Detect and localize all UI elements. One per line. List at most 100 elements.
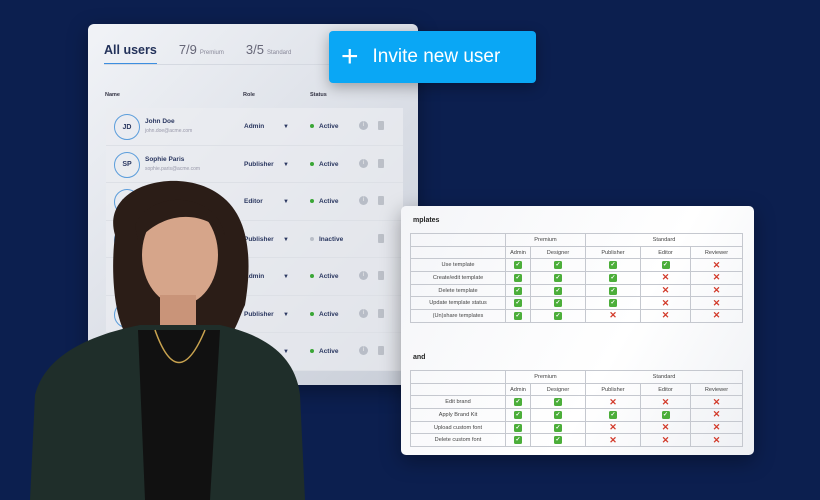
cross-icon: ✕	[712, 310, 721, 321]
role-header: Reviewer	[690, 245, 743, 260]
tab-premium[interactable]: 7/9 Premium	[179, 42, 224, 57]
role-select[interactable]: Editor	[244, 198, 263, 205]
check-icon: ✓	[609, 410, 617, 419]
info-icon[interactable]: i	[359, 121, 368, 130]
cross-icon: ✕	[609, 310, 617, 321]
trash-icon[interactable]	[378, 308, 384, 318]
check-icon: ✓	[554, 273, 562, 282]
info-icon[interactable]: i	[359, 158, 368, 168]
cross-icon: ✕	[712, 297, 721, 308]
trash-icon[interactable]	[378, 196, 384, 205]
check-icon: ✓	[661, 261, 670, 270]
info-icon[interactable]: i	[359, 271, 368, 280]
status-dot	[310, 199, 314, 204]
cross-icon: ✕	[712, 396, 721, 407]
check-icon: ✓	[609, 261, 617, 270]
role-select[interactable]: Publisher	[244, 160, 274, 168]
person-photo	[30, 180, 305, 500]
check-icon: ✓	[514, 436, 522, 445]
permission-label: Apply Brand Kit	[410, 408, 506, 422]
cross-icon: ✕	[712, 434, 721, 445]
tab-sublabel: Standard	[266, 50, 292, 56]
invite-new-user-button[interactable]: + Invite new user	[329, 31, 536, 83]
cross-icon: ✕	[712, 285, 721, 296]
cross-icon: ✕	[661, 422, 670, 433]
user-email: sophie.paris@acme.com	[145, 165, 201, 172]
permission-row: (Un)share templates ✓ ✓ ✕ ✕ ✕	[410, 309, 743, 323]
trash-icon[interactable]	[378, 121, 384, 130]
cross-icon: ✕	[661, 310, 670, 321]
group-header: Standard	[585, 233, 743, 247]
user-row[interactable]: JD John Doe john.doe@acme.com Admin ▼ Ac…	[106, 108, 403, 146]
tab-all-users[interactable]: All users	[104, 43, 157, 65]
tab-sublabel: Premium	[199, 50, 224, 56]
trash-icon[interactable]	[378, 271, 384, 280]
user-row[interactable]: SP Sophie Paris sophie.paris@acme.com Pu…	[106, 145, 403, 183]
chevron-down-icon[interactable]: ▼	[283, 124, 289, 130]
status-dot	[310, 236, 314, 241]
role-select[interactable]: Publisher	[244, 310, 274, 318]
chevron-down-icon[interactable]: ▼	[283, 311, 289, 318]
check-icon: ✓	[661, 410, 670, 419]
chevron-down-icon[interactable]: ▼	[283, 236, 289, 243]
user-tabs: All users 7/9 Premium 3/5 Standard	[104, 42, 291, 65]
permission-label: Delete custom font	[410, 433, 506, 448]
cross-icon: ✕	[712, 409, 721, 420]
chevron-down-icon[interactable]: ▼	[283, 161, 289, 168]
status-dot	[310, 274, 314, 279]
permission-label: Create/edit template	[410, 271, 506, 285]
chevron-down-icon[interactable]: ▼	[283, 199, 289, 205]
hair-fringe	[135, 199, 225, 240]
column-header-status: Status	[310, 92, 327, 98]
face	[142, 205, 218, 305]
permission-row: Update template status ✓ ✓ ✓ ✕ ✕	[410, 296, 743, 311]
shirt	[138, 330, 220, 500]
check-icon: ✓	[554, 261, 562, 270]
divider	[104, 64, 402, 65]
role-select[interactable]: Admin	[244, 273, 265, 280]
permission-label: Edit brand	[410, 395, 506, 410]
check-icon: ✓	[554, 299, 562, 308]
chevron-down-icon[interactable]: ▼	[283, 349, 289, 355]
tab-standard[interactable]: 3/5 Standard	[246, 42, 291, 57]
status: Inactive	[310, 236, 343, 243]
user-name: Sophie Paris	[145, 155, 185, 163]
role-header: Publisher	[585, 382, 641, 397]
check-icon: ✓	[554, 311, 562, 320]
trash-icon[interactable]	[378, 158, 384, 168]
status: Active	[310, 198, 339, 205]
status-text: Active	[319, 123, 339, 130]
role-header: Designer	[530, 382, 586, 397]
cross-icon: ✕	[661, 285, 670, 296]
chevron-down-icon[interactable]: ▼	[283, 274, 289, 280]
permission-row: Edit brand ✓ ✓ ✕ ✕ ✕	[410, 395, 743, 410]
cross-icon: ✕	[661, 396, 670, 407]
permissions-table: Premium Standard Admin Designer Publisher Edi…	[410, 233, 743, 323]
trash-icon[interactable]	[378, 346, 384, 355]
role-select[interactable]: Admin	[244, 123, 265, 130]
status: Active	[310, 348, 339, 355]
info-icon[interactable]: i	[359, 196, 368, 205]
permission-label: (Un)share templates	[410, 309, 506, 323]
column-header-name: Name	[105, 92, 120, 98]
permission-row: Apply Brand Kit ✓ ✓ ✓ ✓ ✕	[410, 408, 743, 422]
column-header-role: Role	[243, 92, 255, 98]
trash-icon[interactable]	[378, 233, 384, 243]
permission-label: Update template status	[410, 296, 506, 311]
info-icon[interactable]: i	[359, 308, 368, 318]
permission-label: Delete template	[410, 283, 506, 298]
check-icon: ✓	[554, 398, 562, 407]
section-title: mplates	[413, 217, 440, 224]
check-icon: ✓	[554, 423, 562, 432]
role-header: Designer	[530, 245, 586, 260]
tab-label: All users	[104, 43, 157, 57]
permission-row: Upload custom font ✓ ✓ ✕ ✕ ✕	[410, 420, 743, 435]
check-icon: ✓	[554, 436, 562, 445]
status: Active	[310, 311, 339, 318]
role-select[interactable]: Publisher	[244, 235, 274, 243]
role-header: Publisher	[585, 245, 641, 260]
info-icon[interactable]: i	[359, 346, 368, 355]
avatar: JD	[114, 114, 140, 140]
check-icon: ✓	[514, 261, 522, 270]
check-icon: ✓	[554, 410, 562, 419]
